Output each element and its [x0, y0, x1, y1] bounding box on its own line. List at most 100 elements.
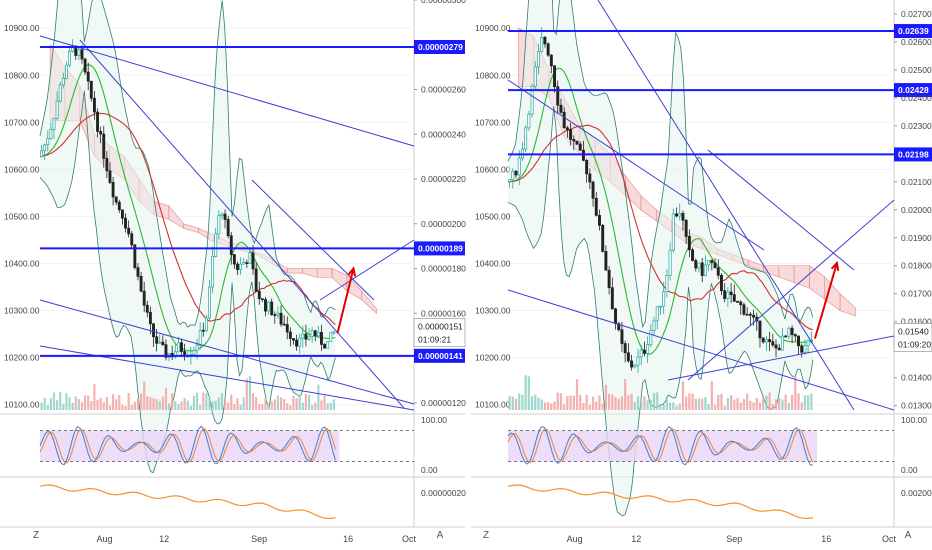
volume-bar [611, 394, 614, 410]
candle-body [176, 342, 180, 353]
right-axis-tick-label: 0.02300 [901, 121, 932, 131]
chart-panel-left: 10900.00 10800.00 10700.00 10600.00 10500.00… [0, 0, 467, 544]
candle-body [691, 249, 695, 261]
candle-body [245, 262, 249, 264]
candle-body [694, 260, 698, 269]
volume-bar [514, 398, 518, 410]
volume-bar [115, 399, 118, 410]
right-autoscale-button[interactable]: A [904, 530, 912, 541]
candle-body [745, 313, 749, 316]
candle-body [543, 37, 547, 45]
candle-body [780, 335, 784, 351]
volume-bar [183, 398, 186, 410]
candle-body [192, 350, 196, 355]
volume-bar [646, 400, 649, 410]
volume-bar [111, 394, 115, 410]
volume-bar [164, 387, 168, 410]
candle-body [572, 139, 576, 142]
candle-body [68, 50, 71, 66]
candle-body [642, 349, 646, 354]
candle-body [658, 305, 662, 308]
volume-bar [239, 404, 242, 410]
right-axis-tick-label: 0.00000180 [421, 264, 466, 274]
time-axis-label: Aug [567, 534, 583, 544]
volume-bar [248, 376, 252, 410]
volume-bar [530, 396, 534, 410]
candle-body [180, 342, 183, 352]
bollinger-fill [508, 0, 813, 516]
left-axis-tick-label: 10500.00 [475, 211, 511, 221]
right-axis-tick-label: 0.00000220 [421, 174, 466, 184]
volume-bar [258, 403, 261, 410]
volume-bar [726, 397, 730, 410]
candle-body [155, 336, 159, 344]
volume-bar [304, 393, 308, 410]
volume-bar [723, 405, 726, 410]
volume-bar [614, 397, 617, 410]
volume-bar [242, 397, 245, 410]
candle-body [58, 84, 62, 102]
left-autoscale-button[interactable]: A [436, 530, 444, 541]
candle-body [46, 138, 50, 146]
candle-body [630, 360, 634, 368]
candle-body [248, 252, 252, 264]
candle-body [139, 276, 143, 292]
candle-body [668, 249, 672, 276]
candle-body [598, 215, 601, 226]
volume-bar [755, 397, 758, 410]
stoch-rsi-k-line [507, 426, 813, 466]
level-price-tag [414, 241, 465, 256]
candle-body [120, 209, 124, 219]
candle-body [195, 344, 199, 351]
right-axis-tick-label: 0.01400 [901, 373, 932, 383]
volume-bar [174, 401, 177, 410]
candle-body [806, 340, 810, 347]
left-axis-tick-label: 10800.00 [4, 70, 40, 80]
candle-body [530, 85, 534, 115]
volume-bar [59, 392, 62, 410]
volume-bar [220, 393, 224, 410]
volume-bar [49, 398, 52, 410]
candle-body [239, 263, 243, 270]
volume-bar [672, 402, 675, 410]
candle-body [136, 267, 140, 277]
volume-bar [547, 402, 550, 410]
candle-body [208, 286, 211, 319]
candle-body [768, 339, 772, 342]
volume-bar [659, 405, 662, 410]
candle-body [316, 331, 320, 337]
left-axis-tick-label: 10500.00 [4, 211, 40, 221]
volume-bar [518, 393, 521, 410]
volume-bar [627, 395, 630, 410]
volume-bar [199, 404, 202, 410]
volume-bar [729, 395, 733, 410]
volume-bar [217, 397, 220, 410]
volume-bar [52, 392, 56, 410]
right-axis-tick-label: 0.01600 [901, 317, 932, 327]
volume-bar [149, 397, 152, 410]
left-axis-tick-label: 10100.00 [4, 400, 40, 410]
candle-body [790, 327, 794, 335]
bollinger-upper-band [507, 0, 814, 329]
level-price-label: 0.00000279 [418, 42, 463, 52]
volume-bar [620, 396, 624, 410]
candle-body [267, 301, 271, 312]
volume-bar [214, 400, 217, 410]
right-zoom-button[interactable]: Z [482, 530, 490, 541]
volume-bar [270, 401, 273, 410]
volume-bar [127, 392, 130, 410]
candle-body [764, 339, 768, 343]
candle-body [565, 127, 569, 130]
volume-bar [68, 397, 71, 410]
candle-body [276, 312, 280, 316]
left-zoom-button[interactable]: Z [32, 530, 40, 541]
left-axis-tick-label: 10700.00 [475, 117, 511, 127]
volume-bar [177, 403, 180, 410]
candle-body [623, 343, 627, 354]
right-axis-tick-label: 0.02700 [901, 9, 932, 19]
right-axis-tick-label: 0.02000 [901, 205, 932, 215]
left-axis-tick-label: 10900.00 [475, 23, 511, 33]
candle-body [514, 170, 518, 176]
candle-body [578, 143, 582, 151]
